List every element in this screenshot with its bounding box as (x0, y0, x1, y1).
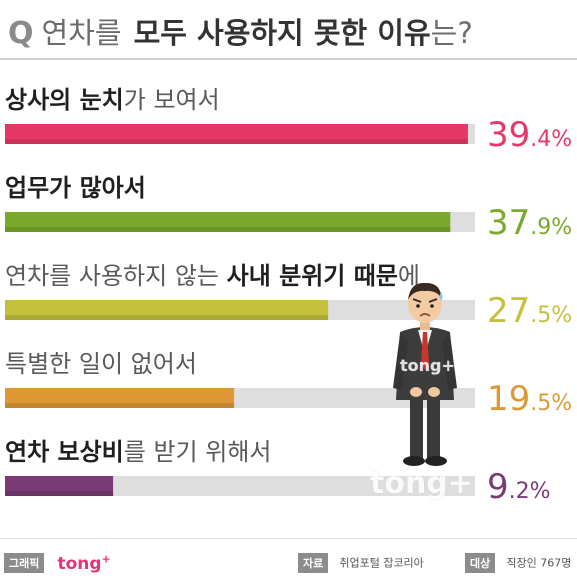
watermark-small: tong+ (400, 356, 455, 375)
bar-shade-0 (5, 139, 468, 144)
value-label-1: 37.9% (487, 203, 572, 243)
tong-logo-text: tong (57, 553, 102, 574)
footer-divider (0, 538, 577, 539)
value-label-2-int: 27 (487, 291, 530, 331)
source-badge: 자료 (298, 552, 329, 573)
title-q: Q (8, 16, 34, 51)
bar-shade-2 (5, 315, 329, 320)
category-label-4-part-0: 연차 보상비 (5, 438, 124, 466)
title-part2: 모두 사용하지 못한 이유 (133, 16, 431, 50)
category-label-3-part-0: 특별한 일이 없어서 (5, 350, 197, 378)
bar-track-4 (5, 476, 475, 496)
value-label-2-dec: .5% (530, 303, 572, 328)
target-badge: 대상 (465, 552, 496, 573)
category-label-3: 특별한 일이 없어서 (5, 350, 197, 378)
value-label-0-int: 39 (487, 115, 530, 155)
bar-shade-3 (5, 403, 235, 408)
footer: 그래픽 tong+ 자료 취업포털 잡코리아 대상 직장인 767명 (0, 540, 577, 578)
office-worker-illustration (393, 282, 457, 466)
target: 대상 직장인 767명 (465, 552, 571, 573)
source: 자료 취업포털 잡코리아 (298, 552, 424, 573)
category-label-2-part-2: 에 (398, 262, 420, 290)
bar-4 (5, 476, 114, 496)
category-label-2: 연차를 사용하지 않는 사내 분위기 때문에 (5, 262, 420, 290)
value-label-2: 27.5% (487, 291, 572, 331)
source-text: 취업포털 잡코리아 (339, 556, 424, 570)
bar-shade-4 (5, 491, 114, 496)
title-divider (0, 58, 577, 60)
value-label-4: 9.2% (487, 467, 551, 507)
bar-shade-1 (5, 227, 451, 232)
title-part1: 연차를 (41, 16, 122, 50)
category-label-2-part-0: 연차를 사용하지 않는 (5, 262, 227, 290)
category-label-2-part-1: 사내 분위기 때문 (227, 262, 398, 290)
category-label-0: 상사의 눈치가 보여서 (5, 86, 220, 114)
value-label-4-dec: .2% (509, 479, 551, 504)
tong-logo: tong+ (57, 552, 111, 574)
value-label-1-dec: .9% (530, 215, 572, 240)
target-text: 직장인 767명 (506, 556, 572, 570)
tong-logo-plus: + (101, 552, 111, 565)
bar-0 (5, 124, 468, 144)
value-label-0: 39.4% (487, 115, 572, 155)
category-label-0-part-0: 상사의 눈치 (5, 86, 124, 114)
bar-1 (5, 212, 451, 232)
title-part3: 는? (430, 16, 473, 50)
bar-2 (5, 300, 329, 320)
category-label-4: 연차 보상비를 받기 위해서 (5, 438, 272, 466)
category-label-0-part-1: 가 보여서 (124, 86, 220, 114)
value-label-3: 19.5% (487, 379, 572, 419)
credit-badge: 그래픽 (4, 552, 45, 573)
bar-chart: 상사의 눈치가 보여서 39.4% 업무가 많아서 37.9% 연차를 사용하지 않는 … (5, 86, 572, 507)
bar-3 (5, 388, 235, 408)
category-label-4-part-1: 를 받기 위해서 (124, 438, 272, 466)
chart-title: Q 연차를 모두 사용하지 못한 이유 는? (8, 10, 473, 54)
value-label-1-int: 37 (487, 203, 530, 243)
category-label-1: 업무가 많아서 (5, 174, 146, 202)
watermark-large: tong+ (370, 466, 473, 501)
value-label-3-int: 19 (487, 379, 530, 419)
category-label-1-part-0: 업무가 많아서 (5, 174, 146, 202)
value-label-4-int: 9 (487, 467, 509, 507)
value-label-0-dec: .4% (530, 127, 572, 152)
value-label-3-dec: .5% (530, 391, 572, 416)
credit: 그래픽 tong+ (4, 552, 111, 574)
